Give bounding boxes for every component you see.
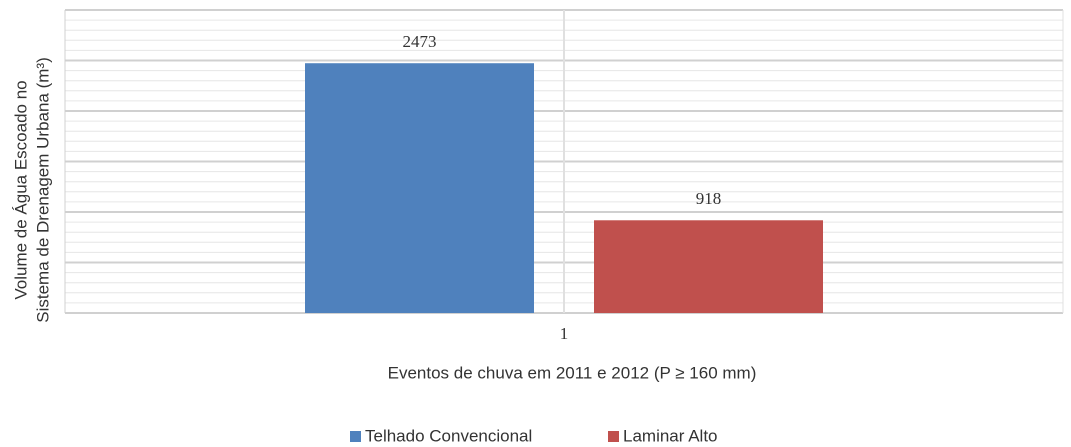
legend-label: Laminar Alto [623, 426, 718, 445]
y-axis-label: Volume de Água Escoado no [11, 80, 30, 299]
bar [594, 220, 823, 313]
bar [305, 63, 534, 313]
x-tick-label: 1 [560, 324, 569, 343]
legend-label: Telhado Convencional [365, 426, 532, 445]
data-label: 2473 [403, 32, 437, 51]
x-axis-label: Eventos de chuva em 2011 e 2012 (P ≥ 160… [388, 363, 757, 382]
legend-swatch [350, 431, 361, 442]
data-label: 918 [696, 189, 722, 208]
y-axis-label: Sistema de Drenagem Urbana (m³) [33, 57, 52, 322]
legend-swatch [608, 431, 619, 442]
